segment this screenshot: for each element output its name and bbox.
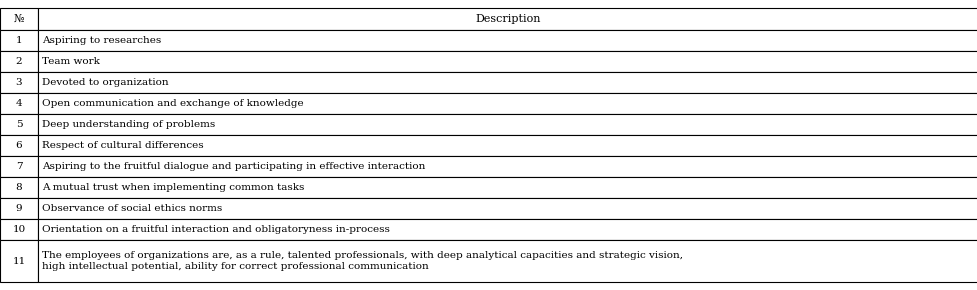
Bar xyxy=(0,219,38,240)
Text: A mutual trust when implementing common tasks: A mutual trust when implementing common … xyxy=(42,183,304,192)
Bar xyxy=(38,93,977,114)
Text: 11: 11 xyxy=(13,256,25,266)
Bar xyxy=(38,219,977,240)
Bar xyxy=(0,135,38,156)
Text: Observance of social ethics norms: Observance of social ethics norms xyxy=(42,204,222,213)
Bar xyxy=(38,198,977,219)
Text: Description: Description xyxy=(475,14,540,24)
Bar xyxy=(0,72,38,93)
Text: Devoted to organization: Devoted to organization xyxy=(42,78,168,87)
Bar xyxy=(38,135,977,156)
Text: 7: 7 xyxy=(16,162,22,171)
Text: 8: 8 xyxy=(16,183,22,192)
Text: 5: 5 xyxy=(16,120,22,129)
Bar xyxy=(0,240,38,282)
Bar xyxy=(38,8,977,30)
Bar xyxy=(0,51,38,72)
Text: Aspiring to researches: Aspiring to researches xyxy=(42,36,161,45)
Text: 2: 2 xyxy=(16,57,22,66)
Text: Team work: Team work xyxy=(42,57,100,66)
Bar xyxy=(0,114,38,135)
Bar xyxy=(0,8,38,30)
Text: 4: 4 xyxy=(16,99,22,108)
Text: 10: 10 xyxy=(13,225,25,234)
Text: Open communication and exchange of knowledge: Open communication and exchange of knowl… xyxy=(42,99,303,108)
Text: 9: 9 xyxy=(16,204,22,213)
Bar xyxy=(0,177,38,198)
Text: Respect of cultural differences: Respect of cultural differences xyxy=(42,141,203,150)
Bar xyxy=(38,240,977,282)
Text: 1: 1 xyxy=(16,36,22,45)
Text: №: № xyxy=(14,14,24,24)
Bar xyxy=(0,156,38,177)
Bar xyxy=(38,114,977,135)
Bar xyxy=(38,30,977,51)
Text: The employees of organizations are, as a rule, talented professionals, with deep: The employees of organizations are, as a… xyxy=(42,251,682,271)
Text: Aspiring to the fruitful dialogue and participating in effective interaction: Aspiring to the fruitful dialogue and pa… xyxy=(42,162,425,171)
Bar xyxy=(38,177,977,198)
Text: 6: 6 xyxy=(16,141,22,150)
Bar xyxy=(38,51,977,72)
Text: Deep understanding of problems: Deep understanding of problems xyxy=(42,120,215,129)
Bar xyxy=(0,30,38,51)
Bar xyxy=(38,156,977,177)
Text: 3: 3 xyxy=(16,78,22,87)
Bar xyxy=(38,72,977,93)
Bar xyxy=(0,93,38,114)
Bar xyxy=(0,198,38,219)
Text: Orientation on a fruitful interaction and obligatoryness in-process: Orientation on a fruitful interaction an… xyxy=(42,225,390,234)
